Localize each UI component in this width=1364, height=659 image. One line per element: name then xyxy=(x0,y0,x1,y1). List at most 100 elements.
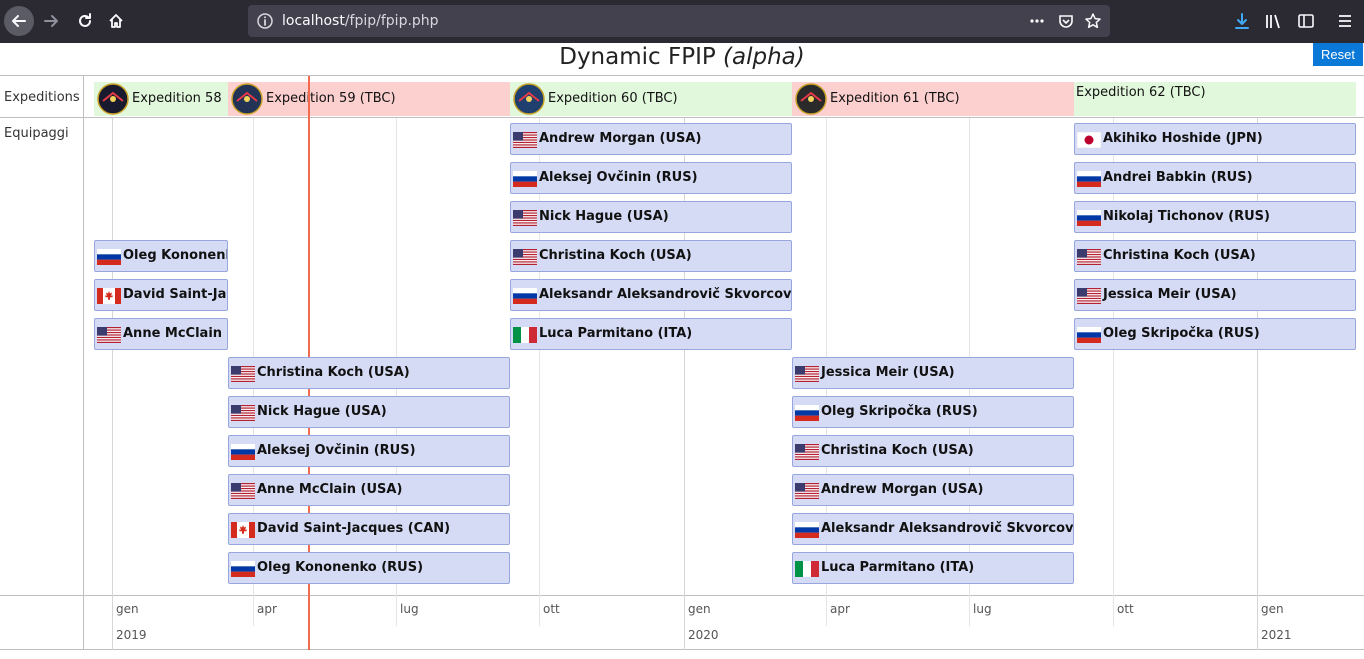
crew-member-item[interactable]: Andrew Morgan (USA) xyxy=(792,474,1074,506)
crew-member-item[interactable]: Akihiko Hoshide (JPN) xyxy=(1074,123,1356,155)
crew-member-name: Christina Koch (USA) xyxy=(539,248,692,263)
group-label-expeditions: Expeditions xyxy=(4,90,80,105)
axis-month-label: apr xyxy=(257,602,277,616)
crew-member-name: Aleksandr Aleksandrovič Skvorcov (RUS) xyxy=(539,287,792,302)
grid-line xyxy=(684,118,685,650)
star-icon[interactable] xyxy=(1084,12,1102,30)
crew-member-name: Oleg Kononenko (RUS) xyxy=(257,560,424,575)
url-path: /fpip/fpip.php xyxy=(344,13,439,29)
group-labels-column: Expeditions Equipaggi xyxy=(0,76,84,649)
hamburger-menu-icon[interactable] xyxy=(1336,12,1354,30)
expedition-item[interactable]: Expedition 58 xyxy=(94,82,228,116)
grid-line xyxy=(1113,118,1114,626)
usa-flag-icon xyxy=(795,483,819,499)
crew-member-item[interactable]: Anne McClain (USA) xyxy=(94,318,228,350)
reload-button[interactable] xyxy=(70,6,100,36)
axis-year-label: 2021 xyxy=(1261,628,1292,642)
usa-flag-icon xyxy=(513,132,537,148)
crew-member-item[interactable]: Jessica Meir (USA) xyxy=(1074,279,1356,311)
crew-member-item[interactable]: Luca Parmitano (ITA) xyxy=(792,552,1074,584)
group-label-crew: Equipaggi xyxy=(4,126,69,141)
expedition-item[interactable]: Expedition 59 (TBC) xyxy=(228,82,510,116)
crew-member-name: Nick Hague (USA) xyxy=(257,404,387,419)
japan-flag-icon xyxy=(1076,131,1102,149)
crew-member-item[interactable]: Christina Koch (USA) xyxy=(792,435,1074,467)
canada-flag-icon xyxy=(231,522,255,538)
italy-flag-icon xyxy=(795,561,819,577)
usa-flag-icon xyxy=(795,444,819,460)
crew-member-item[interactable]: Andrei Babkin (RUS) xyxy=(1074,162,1356,194)
axis-month-label: gen xyxy=(688,602,711,616)
crew-member-item[interactable]: Oleg Kononenko (RUS) xyxy=(94,240,228,272)
axis-month-label: lug xyxy=(973,602,992,616)
russia-flag-icon xyxy=(513,171,537,187)
axis-month-label: apr xyxy=(830,602,850,616)
crew-member-item[interactable]: Oleg Skripočka (RUS) xyxy=(1074,318,1356,350)
crew-member-item[interactable]: Nick Hague (USA) xyxy=(228,396,510,428)
crew-member-item[interactable]: Oleg Kononenko (RUS) xyxy=(228,552,510,584)
url-text[interactable]: localhost/fpip/fpip.php xyxy=(282,13,439,29)
mission-patch-icon xyxy=(794,83,828,115)
usa-flag-icon xyxy=(1077,249,1101,265)
home-button[interactable] xyxy=(101,6,131,36)
crew-member-name: Jessica Meir (USA) xyxy=(1103,287,1237,302)
crew-member-item[interactable]: David Saint-Jacques (CAN) xyxy=(228,513,510,545)
pocket-icon[interactable] xyxy=(1057,12,1075,30)
crew-member-name: David Saint-Jacques (CAN) xyxy=(123,287,227,302)
russia-flag-icon xyxy=(1077,210,1101,226)
crew-member-name: Luca Parmitano (ITA) xyxy=(821,560,975,575)
crew-member-item[interactable]: Oleg Skripočka (RUS) xyxy=(792,396,1074,428)
axis-year-label: 2019 xyxy=(116,628,147,642)
crew-member-item[interactable]: Christina Koch (USA) xyxy=(510,240,792,272)
grid-line xyxy=(539,118,540,626)
usa-flag-icon xyxy=(1077,288,1101,304)
library-icon[interactable] xyxy=(1264,12,1282,30)
crew-member-item[interactable]: Jessica Meir (USA) xyxy=(792,357,1074,389)
crew-member-item[interactable]: Aleksej Ovčinin (RUS) xyxy=(510,162,792,194)
usa-flag-icon xyxy=(231,483,255,499)
usa-flag-icon xyxy=(513,249,537,265)
more-dots-icon[interactable] xyxy=(1028,12,1046,30)
usa-flag-icon xyxy=(231,405,255,421)
crew-member-name: David Saint-Jacques (CAN) xyxy=(257,521,451,536)
expedition-name: Expedition 60 (TBC) xyxy=(548,91,678,106)
info-icon[interactable] xyxy=(256,12,274,30)
crew-member-name: Oleg Kononenko (RUS) xyxy=(123,248,227,263)
url-host: localhost xyxy=(282,13,345,29)
mission-patch-icon xyxy=(96,83,130,115)
reload-icon xyxy=(79,13,91,27)
grid-line xyxy=(112,118,113,650)
address-bar[interactable]: localhost/fpip/fpip.php xyxy=(248,5,1110,37)
download-icon[interactable] xyxy=(1233,12,1251,30)
crew-member-item[interactable]: Christina Koch (USA) xyxy=(1074,240,1356,272)
timeline: Expeditions Equipaggi gen apr lug ott gen apr… xyxy=(0,75,1364,650)
axis-month-label: ott xyxy=(543,602,560,616)
crew-member-item[interactable]: Nikolaj Tichonov (RUS) xyxy=(1074,201,1356,233)
crew-member-item[interactable]: Anne McClain (USA) xyxy=(228,474,510,506)
expedition-item[interactable]: Expedition 60 (TBC) xyxy=(510,82,792,116)
crew-member-item[interactable]: Christina Koch (USA) xyxy=(228,357,510,389)
expedition-item[interactable]: Expedition 61 (TBC) xyxy=(792,82,1074,116)
crew-member-item[interactable]: Aleksej Ovčinin (RUS) xyxy=(228,435,510,467)
expedition-name: Expedition 59 (TBC) xyxy=(266,91,396,106)
russia-flag-icon xyxy=(97,249,121,265)
expedition-item[interactable]: Expedition 62 (TBC) xyxy=(1074,82,1356,116)
russia-flag-icon xyxy=(513,288,537,304)
row-separator xyxy=(0,117,1364,118)
reset-button[interactable]: Reset xyxy=(1313,43,1363,66)
crew-member-item[interactable]: Luca Parmitano (ITA) xyxy=(510,318,792,350)
expedition-name: Expedition 62 (TBC) xyxy=(1076,85,1206,100)
crew-member-item[interactable]: Nick Hague (USA) xyxy=(510,201,792,233)
crew-member-name: Christina Koch (USA) xyxy=(821,443,974,458)
canada-flag-icon xyxy=(97,288,121,304)
back-button[interactable] xyxy=(4,6,34,36)
crew-member-name: Nick Hague (USA) xyxy=(539,209,669,224)
russia-flag-icon xyxy=(231,561,255,577)
sidebar-icon[interactable] xyxy=(1297,12,1315,30)
crew-member-item[interactable]: Andrew Morgan (USA) xyxy=(510,123,792,155)
crew-member-name: Nikolaj Tichonov (RUS) xyxy=(1103,209,1270,224)
crew-member-item[interactable]: David Saint-Jacques (CAN) xyxy=(94,279,228,311)
forward-button[interactable] xyxy=(36,6,66,36)
crew-member-item[interactable]: Aleksandr Aleksandrovič Skvorcov (RUS) xyxy=(792,513,1074,545)
crew-member-item[interactable]: Aleksandr Aleksandrovič Skvorcov (RUS) xyxy=(510,279,792,311)
